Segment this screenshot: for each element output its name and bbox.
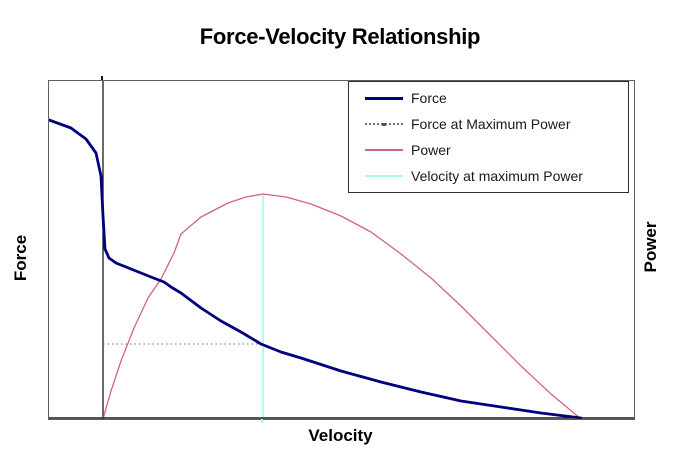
legend-label: Power — [411, 142, 451, 158]
power-line-swatch — [365, 149, 403, 151]
force-line-swatch — [365, 96, 403, 100]
y-axis-label-force: Force — [11, 234, 30, 282]
velocity-at-max-power-swatch — [365, 175, 403, 177]
y-axis-label-power: Power — [641, 221, 660, 273]
x-axis-label-velocity: Velocity — [308, 426, 373, 445]
velocity-at-max-power-bottom-tick — [261, 419, 263, 423]
legend-box: Force Force at Maximum Power Power Veloc… — [348, 81, 629, 193]
plot-canvas — [49, 81, 634, 419]
legend-item-velocity-at-max-power: Velocity at maximum Power — [365, 164, 624, 188]
zero-velocity-top-tick — [101, 76, 103, 80]
legend-item-force: Force — [365, 86, 624, 110]
power-curve — [102, 193, 582, 419]
force-curve — [49, 118, 583, 419]
dotted-line-marker — [382, 123, 386, 126]
legend-label: Velocity at maximum Power — [411, 168, 583, 184]
legend-item-force-at-max-power: Force at Maximum Power — [365, 112, 624, 136]
chart-title: Force-Velocity Relationship — [199, 24, 481, 49]
legend-item-power: Power — [365, 138, 624, 162]
legend-label: Force — [411, 90, 447, 106]
force-at-max-power-swatch — [365, 123, 403, 126]
legend-label: Force at Maximum Power — [411, 116, 571, 132]
